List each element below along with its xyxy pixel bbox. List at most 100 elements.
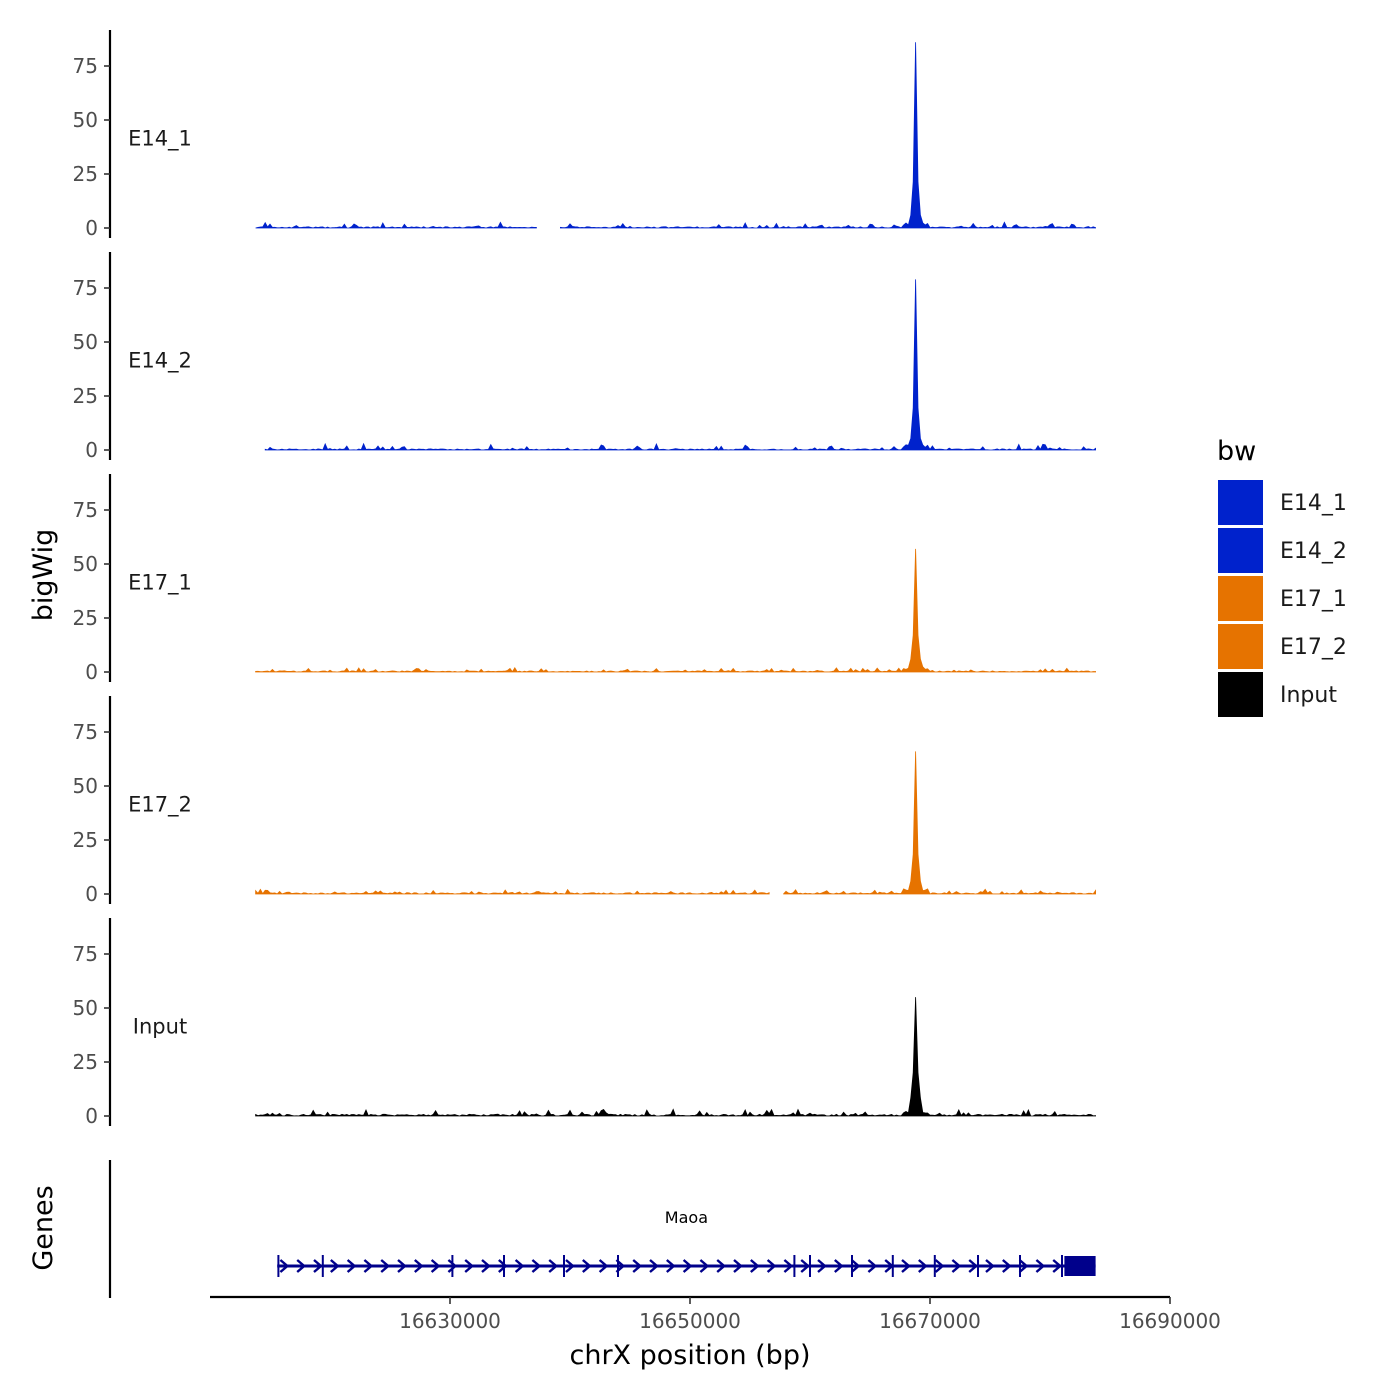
y-tick-label: 0 (85, 216, 98, 240)
strand-chevron (985, 1259, 995, 1273)
strand-chevron (834, 1259, 844, 1273)
strand-chevron (313, 1259, 323, 1273)
y-tick-label: 75 (73, 498, 98, 522)
strand-chevron (968, 1259, 979, 1273)
legend-title: bw (1217, 436, 1256, 467)
strand-chevron (699, 1259, 710, 1273)
y-tick-label: 50 (73, 774, 98, 798)
track-e14-2: 0 25 50 75 E14_2 (73, 252, 1096, 462)
x-tick-label: 16670000 (879, 1309, 981, 1333)
track-label: E17_2 (128, 792, 192, 817)
strand-chevron (447, 1259, 458, 1273)
coverage-area (255, 888, 770, 895)
x-tick-label: 16650000 (639, 1309, 741, 1333)
legend-label: Input (1280, 683, 1337, 708)
y-tick-label: 75 (73, 942, 98, 966)
strand-chevron (783, 1259, 794, 1273)
legend-label: E17_1 (1280, 587, 1347, 612)
y-tick-label: 75 (73, 720, 98, 744)
x-axis-title: chrX position (bp) (569, 1340, 810, 1371)
legend-swatch (1218, 624, 1263, 669)
y-tick-label: 50 (73, 552, 98, 576)
strand-chevron (800, 1259, 811, 1273)
legend-label: E17_2 (1280, 635, 1347, 660)
y-tick-label: 0 (85, 660, 98, 684)
track-label: Input (133, 1014, 187, 1038)
track-label: E14_1 (128, 126, 192, 151)
x-tick-label: 16690000 (1119, 1309, 1221, 1333)
strand-chevron (346, 1259, 357, 1273)
strand-chevron (850, 1259, 861, 1273)
strand-chevron (632, 1259, 643, 1273)
y-tick-label: 25 (73, 384, 98, 408)
strand-chevron (750, 1259, 760, 1273)
strand-chevron (1018, 1259, 1029, 1273)
strand-chevron (1002, 1259, 1012, 1273)
strand-chevron (565, 1259, 575, 1273)
y-axis-title: bigWig (28, 529, 59, 622)
y-tick-label: 25 (73, 162, 98, 186)
strand-chevron (666, 1259, 676, 1273)
coverage-area (255, 548, 1096, 673)
y-tick-label: 0 (85, 438, 98, 462)
legend-swatch (1218, 480, 1263, 525)
legend-label: E14_2 (1280, 539, 1347, 564)
legend-label: E14_1 (1280, 491, 1347, 516)
legend: bw E14_1 E14_2 E17_1 E17_2 Input (1217, 436, 1347, 717)
track-input: 0 25 50 75 Input (73, 918, 1096, 1128)
y-tick-label: 50 (73, 996, 98, 1020)
strand-chevron (682, 1259, 693, 1273)
genes-track-title: Genes (28, 1185, 59, 1270)
strand-chevron (279, 1259, 290, 1273)
y-tick-label: 25 (73, 606, 98, 630)
strand-chevron (918, 1259, 928, 1273)
legend-swatch (1218, 528, 1263, 573)
strand-chevron (514, 1259, 525, 1273)
strand-chevron (548, 1259, 559, 1273)
strand-chevron (1052, 1259, 1063, 1273)
strand-chevron (951, 1259, 962, 1273)
strand-chevron (330, 1259, 340, 1273)
coverage-tracks: 0 25 50 75 E14_1 0 25 50 75 E14_2 0 25 50 75 E17_1 0 25 5… (73, 30, 1096, 1128)
coverage-area (255, 221, 537, 229)
strand-chevron (531, 1259, 542, 1273)
strand-chevron (649, 1259, 659, 1273)
strand-chevron (380, 1259, 391, 1273)
y-tick-label: 75 (73, 54, 98, 78)
strand-chevron (363, 1259, 374, 1273)
strand-chevron (296, 1259, 307, 1273)
strand-chevron (397, 1259, 407, 1273)
strand-chevron (582, 1259, 592, 1273)
coverage-area (264, 279, 1096, 451)
strand-chevron (1035, 1259, 1046, 1273)
strand-chevron (934, 1259, 945, 1273)
y-tick-label: 0 (85, 1104, 98, 1128)
coverage-area (783, 751, 1096, 895)
gene-utr-block (1064, 1256, 1096, 1276)
y-tick-label: 50 (73, 330, 98, 354)
track-label: E17_1 (128, 570, 192, 595)
coverage-area (255, 997, 1096, 1117)
x-axis: 16630000 16650000 16670000 16690000 (210, 1295, 1221, 1333)
strand-chevron (598, 1259, 609, 1273)
strand-chevron (766, 1259, 777, 1273)
strand-chevron (481, 1259, 491, 1273)
track-e17-1: 0 25 50 75 E17_1 (73, 474, 1096, 684)
strand-chevron (901, 1259, 911, 1273)
strand-chevron (716, 1259, 727, 1273)
x-tick-label: 16630000 (399, 1309, 501, 1333)
gene-label: Maoa (665, 1208, 708, 1227)
track-e14-1: 0 25 50 75 E14_1 (73, 30, 1096, 240)
strand-chevron (430, 1259, 441, 1273)
y-tick-label: 50 (73, 108, 98, 132)
strand-chevron (414, 1259, 424, 1273)
y-tick-label: 25 (73, 1050, 98, 1074)
genes-track: Maoa (108, 1160, 1096, 1298)
strand-chevron (498, 1259, 508, 1273)
track-label: E14_2 (128, 348, 192, 373)
y-tick-label: 25 (73, 828, 98, 852)
strand-chevron (464, 1259, 475, 1273)
track-e17-2: 0 25 50 75 E17_2 (73, 696, 1096, 906)
strand-chevron (867, 1259, 878, 1273)
